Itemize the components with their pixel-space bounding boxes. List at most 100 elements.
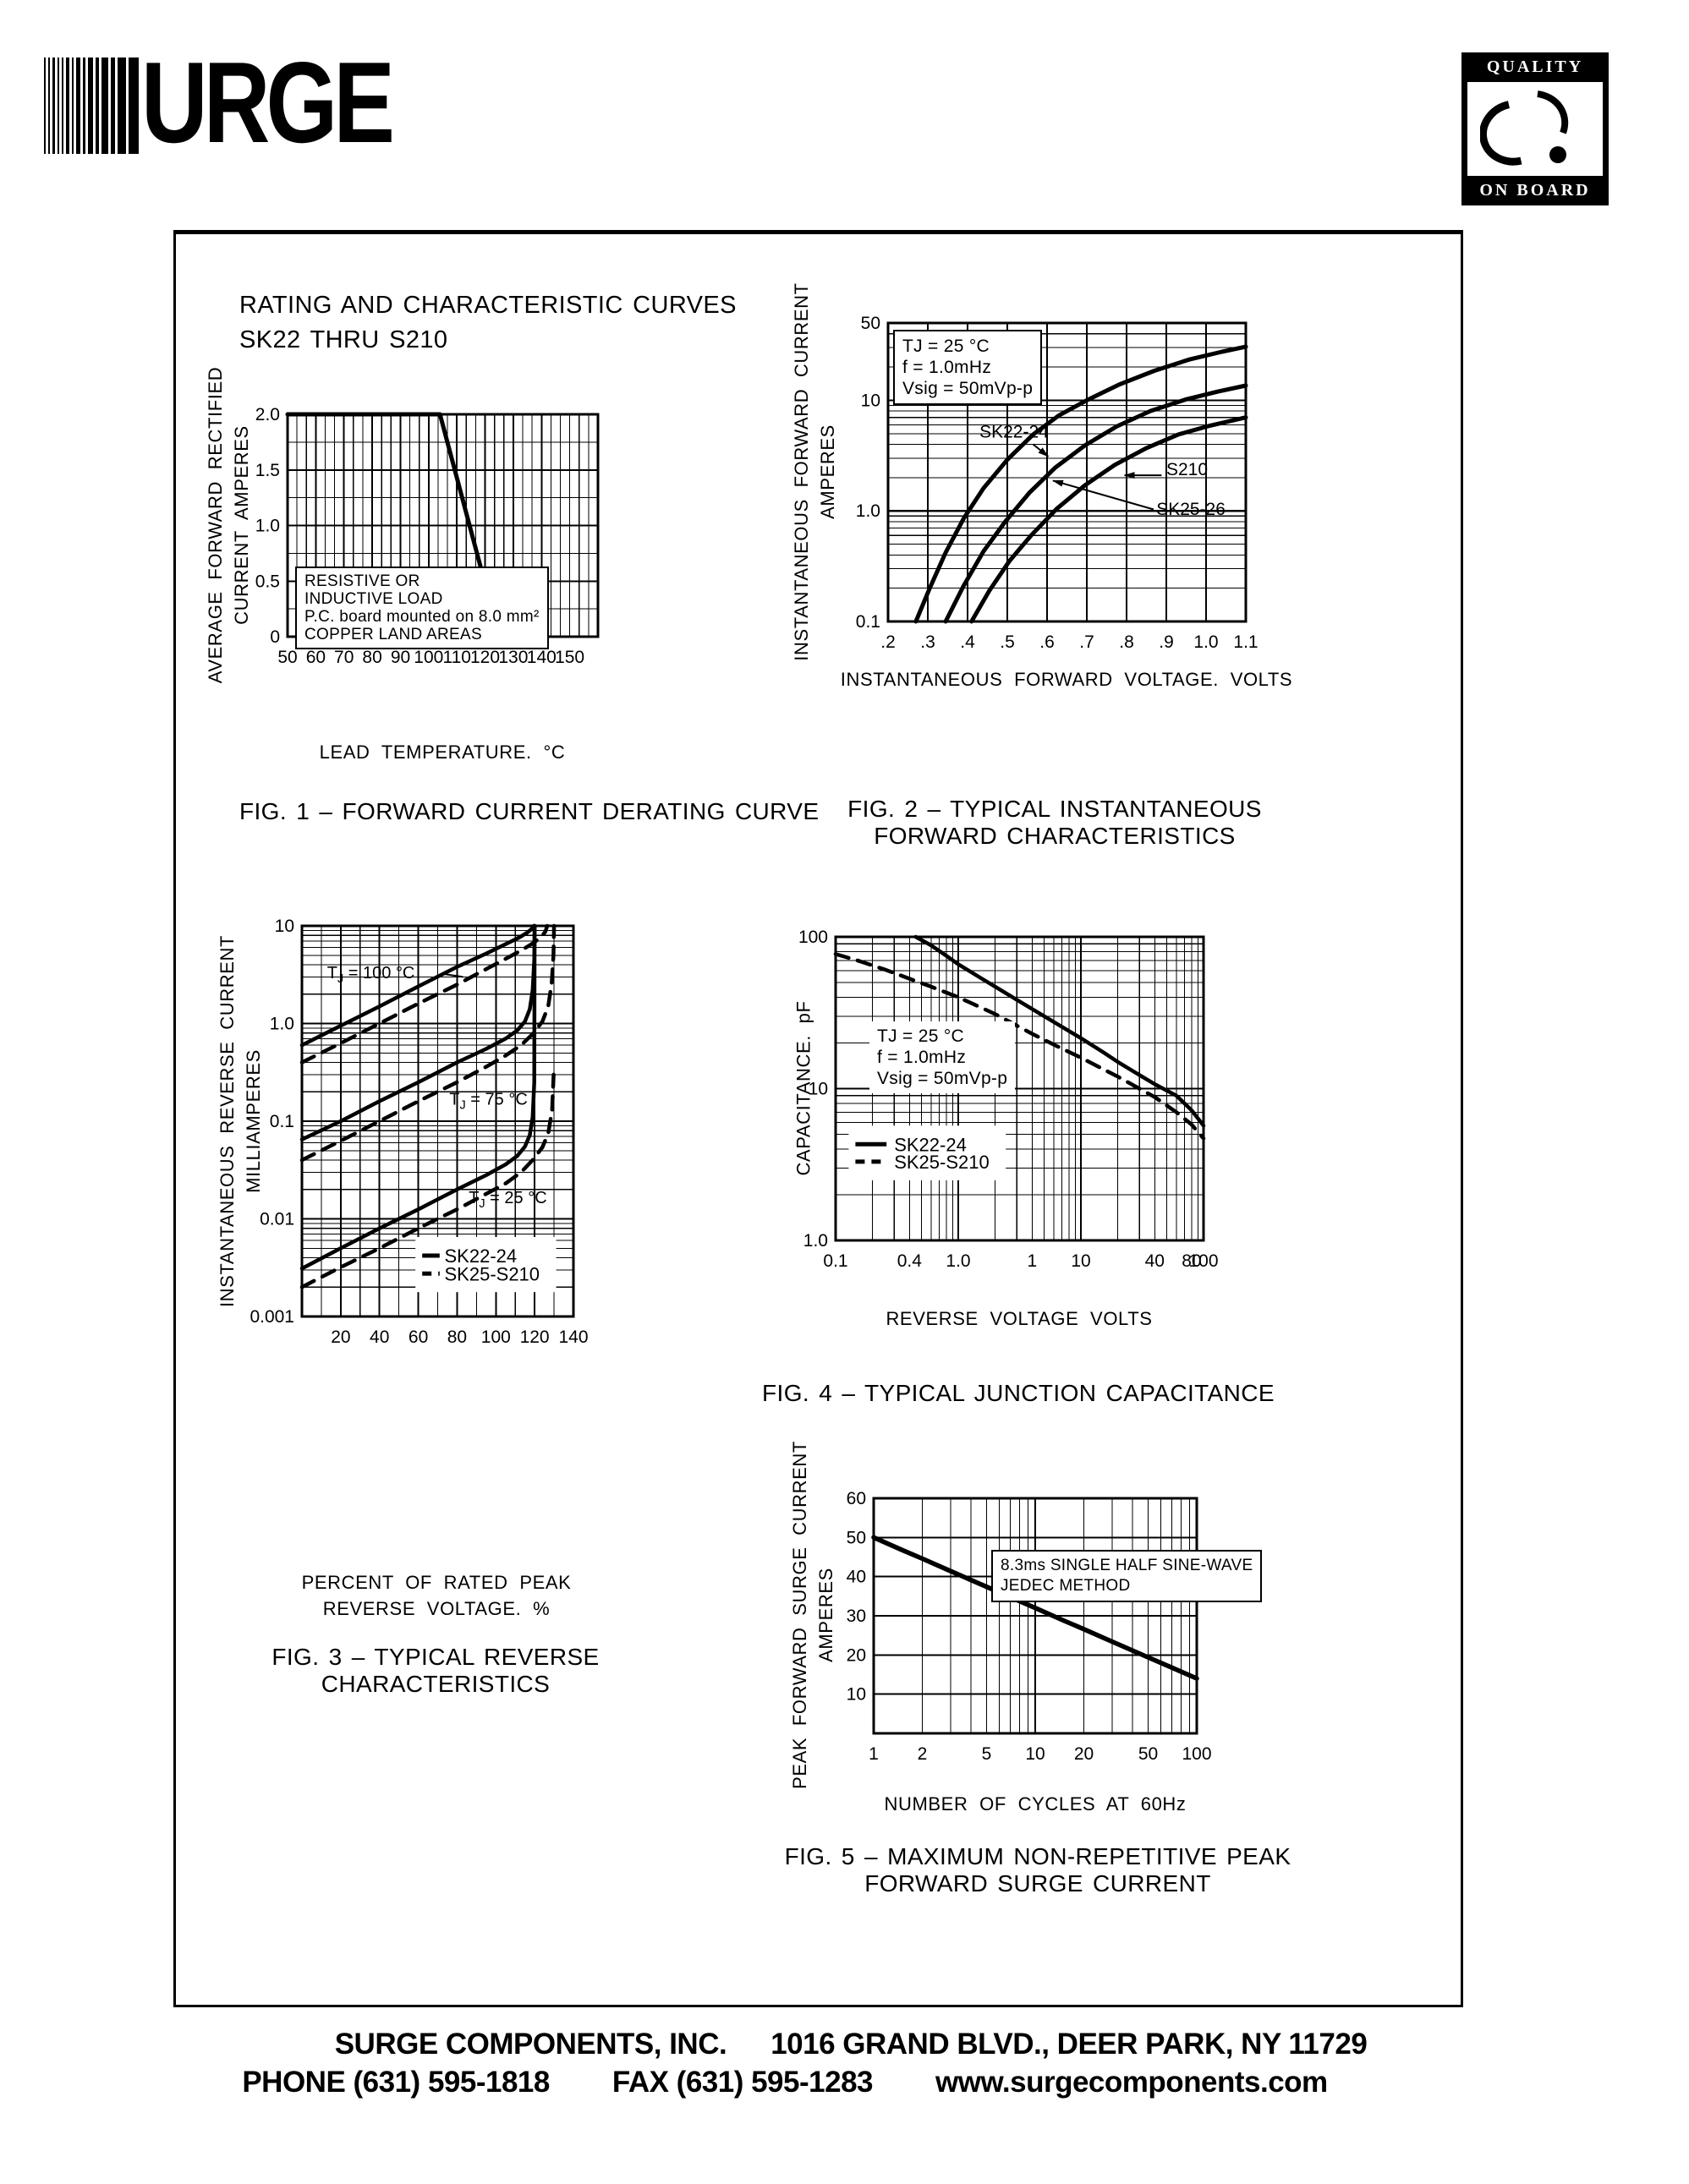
fig2-caption: FIG. 2 – TYPICAL INSTANTANEOUS FORWARD C… <box>847 796 1262 849</box>
svg-text:SK22-24: SK22-24 <box>894 1134 967 1155</box>
badge-quality-label: QUALITY <box>1461 52 1609 82</box>
fig1-ylabel: AVERAGE FORWARD RECTIFIED CURRENT AMPERE… <box>205 366 252 684</box>
badge-onboard-label: ON BOARD <box>1461 176 1609 205</box>
fig5-xlabel: NUMBER OF CYCLES AT 60Hz <box>884 1793 1187 1815</box>
logo-stripes-icon <box>44 57 139 154</box>
svg-text:40: 40 <box>370 1327 389 1347</box>
svg-text:0.1: 0.1 <box>856 612 880 632</box>
svg-text:100: 100 <box>481 1327 511 1347</box>
svg-text:1.0: 1.0 <box>270 1015 294 1034</box>
fig5-ylabel: PEAK FORWARD SURGE CURRENT AMPERES <box>789 1441 836 1789</box>
svg-text:50: 50 <box>1138 1744 1158 1764</box>
svg-text:80: 80 <box>1182 1251 1201 1271</box>
fig5-annotation: 8.3ms SINGLE HALF SINE-WAVE JEDEC METHOD <box>991 1550 1263 1602</box>
svg-text:90: 90 <box>391 648 410 667</box>
footer-fax: FAX (631) 595-1283 <box>611 2066 874 2099</box>
footer-line1: SURGE COMPONENTS, INC. 1016 GRAND BLVD.,… <box>335 2028 1368 2061</box>
svg-text:S210: S210 <box>1166 460 1208 479</box>
svg-text:80: 80 <box>447 1327 467 1347</box>
svg-text:70: 70 <box>334 648 354 667</box>
footer-address: 1016 GRAND BLVD., DEER PARK, NY 11729 <box>770 2028 1368 2061</box>
svg-text:140: 140 <box>527 648 557 667</box>
svg-text:20: 20 <box>331 1327 350 1347</box>
svg-text:0.4: 0.4 <box>897 1251 923 1271</box>
fig5-caption: FIG. 5 – MAXIMUM NON-REPETITIVE PEAK FOR… <box>784 1843 1291 1897</box>
svg-text:SK25-26: SK25-26 <box>1156 500 1226 519</box>
footer-phone: PHONE (631) 595-1818 <box>242 2066 550 2099</box>
svg-text:140: 140 <box>558 1327 588 1347</box>
page-title-line1: RATING AND CHARACTERISTIC CURVES <box>239 292 737 319</box>
svg-text:60: 60 <box>409 1327 428 1347</box>
svg-text:120: 120 <box>520 1327 550 1347</box>
svg-text:0: 0 <box>270 627 280 647</box>
svg-text:100: 100 <box>414 648 443 667</box>
svg-text:.3: .3 <box>920 632 935 652</box>
fig3-reverse-characteristics-chart: 20 40 60 80 100 120 140 10 1.0 0.1 0.01 0.001 TJ = 1… <box>250 917 588 1347</box>
logo-text: URGE <box>141 38 395 167</box>
svg-text:0.01: 0.01 <box>260 1210 294 1229</box>
fig3-xlabel: PERCENT OF RATED PEAK REVERSE VOLTAGE. % <box>301 1572 572 1619</box>
fig1-caption: FIG. 1 – FORWARD CURRENT DERATING CURVE <box>239 798 820 824</box>
fig4-caption: FIG. 4 – TYPICAL JUNCTION CAPACITANCE <box>762 1380 1275 1406</box>
svg-text:5: 5 <box>982 1744 992 1764</box>
svg-text:SK22-24: SK22-24 <box>979 423 1049 442</box>
svg-text:0.001: 0.001 <box>250 1307 294 1327</box>
q-logo-icon <box>1480 90 1569 166</box>
content-border <box>173 230 1463 2007</box>
fig4-junction-capacitance-chart: 0.1 0.4 1.0 1 10 40 80100100101.0SK22-24SK25-S… <box>798 928 1219 1271</box>
svg-text:20: 20 <box>847 1645 866 1665</box>
svg-text:110: 110 <box>442 648 470 667</box>
page-title: RATING AND CHARACTERISTIC CURVES SK22 TH… <box>239 288 737 358</box>
quality-badge: QUALITY ON BOARD <box>1461 52 1609 205</box>
svg-text:0.1: 0.1 <box>270 1112 294 1131</box>
svg-text:130: 130 <box>498 648 528 667</box>
svg-text:30: 30 <box>847 1607 866 1626</box>
svg-text:20: 20 <box>1074 1744 1094 1764</box>
svg-text:1.0: 1.0 <box>1193 632 1218 652</box>
footer-website: www.surgecomponents.com <box>935 2066 1328 2099</box>
svg-text:10: 10 <box>1025 1744 1045 1764</box>
badge-q-icon <box>1467 82 1603 176</box>
svg-text:.9: .9 <box>1159 632 1174 652</box>
svg-text:100: 100 <box>798 928 828 947</box>
svg-text:50: 50 <box>847 1528 866 1547</box>
svg-text:1.5: 1.5 <box>255 461 280 480</box>
svg-text:SK25-S210: SK25-S210 <box>894 1152 990 1173</box>
fig3-ylabel: INSTANTANEOUS REVERSE CURRENT MILLIAMPER… <box>217 934 264 1308</box>
svg-text:10: 10 <box>1071 1251 1090 1271</box>
fig3-caption: FIG. 3 – TYPICAL REVERSE CHARACTERISTICS <box>271 1644 600 1697</box>
svg-text:10: 10 <box>847 1685 866 1705</box>
svg-text:60: 60 <box>306 648 326 667</box>
svg-text:TJ = 25 °C: TJ = 25 °C <box>469 1189 546 1211</box>
svg-text:2.0: 2.0 <box>255 405 280 424</box>
svg-text:TJ = 75 °C: TJ = 75 °C <box>449 1090 527 1112</box>
svg-text:1.0: 1.0 <box>803 1231 828 1251</box>
svg-text:100: 100 <box>1182 1744 1211 1764</box>
surge-logo: URGE <box>44 38 453 167</box>
fig4-ylabel: CAPACITANCE. pF <box>792 1000 814 1176</box>
fig1-annotation: RESISTIVE OR INDUCTIVE LOAD P.C. board m… <box>295 567 549 649</box>
svg-text:1: 1 <box>1027 1251 1037 1271</box>
svg-text:1.1: 1.1 <box>1233 632 1258 652</box>
fig1-xlabel: LEAD TEMPERATURE. °C <box>319 742 566 763</box>
svg-text:40: 40 <box>847 1568 866 1587</box>
svg-text:.4: .4 <box>960 632 975 652</box>
svg-text:2: 2 <box>918 1744 928 1764</box>
svg-text:.5: .5 <box>1000 632 1015 652</box>
svg-text:10: 10 <box>275 917 294 936</box>
svg-text:SK25-S210: SK25-S210 <box>445 1263 540 1284</box>
footer-company: SURGE COMPONENTS, INC. <box>334 2028 727 2061</box>
svg-text:80: 80 <box>362 648 381 667</box>
svg-text:TJ = 100 °C: TJ = 100 °C <box>327 964 415 986</box>
svg-text:60: 60 <box>847 1489 866 1508</box>
svg-text:10: 10 <box>861 391 880 410</box>
footer-line2: PHONE (631) 595-1818 FAX (631) 595-1283 … <box>242 2066 1328 2099</box>
svg-text:.8: .8 <box>1119 632 1134 652</box>
fig2-ylabel: INSTANTANEOUS FORWARD CURRENT AMPERES <box>791 282 838 661</box>
svg-text:SK22-24: SK22-24 <box>445 1245 518 1267</box>
svg-text:1: 1 <box>869 1744 879 1764</box>
svg-text:0.1: 0.1 <box>823 1251 847 1271</box>
svg-text:50: 50 <box>861 314 880 333</box>
svg-text:1.0: 1.0 <box>856 501 880 521</box>
fig4-annotation: TJ = 25 °C f = 1.0mHz Vsig = 50mVp-p <box>869 1021 1016 1093</box>
